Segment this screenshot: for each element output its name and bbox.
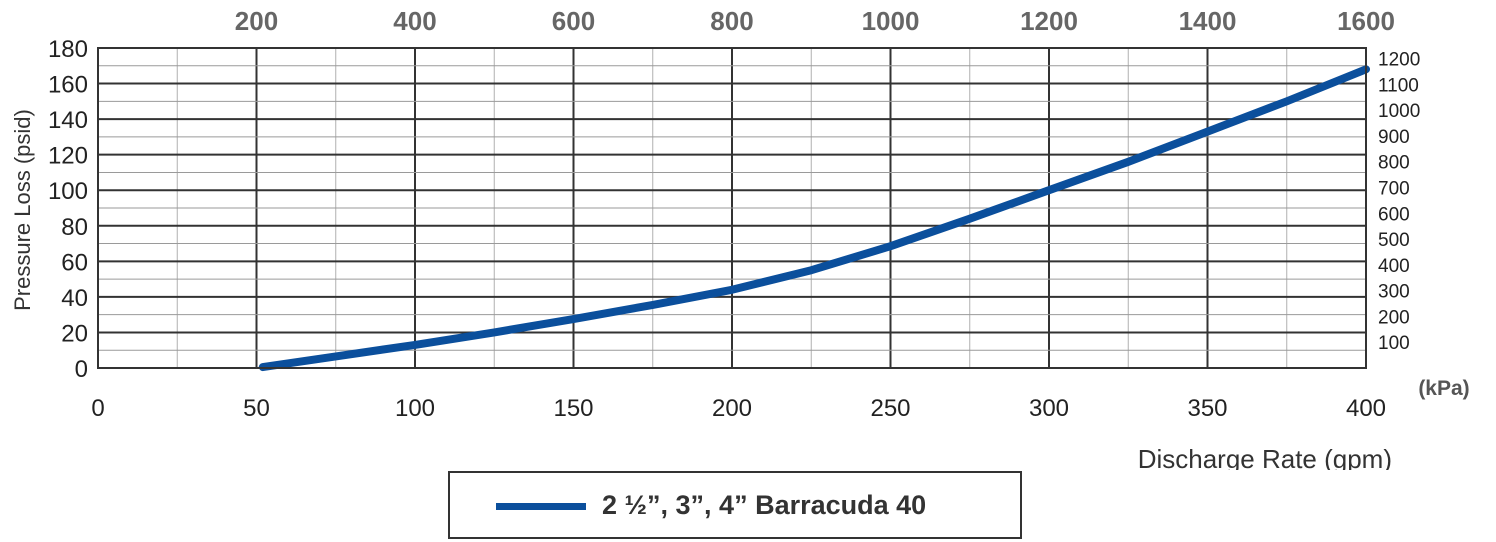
legend-swatch — [496, 503, 586, 510]
series-lines — [258, 65, 1370, 372]
x-tick-label: 400 — [1346, 395, 1386, 422]
right-tick-label: 200 — [1378, 307, 1410, 328]
x-tick-label: 100 — [395, 395, 435, 422]
legend: 2 ½”, 3”, 4” Barracuda 40 — [448, 471, 1022, 539]
top-tick-label: 200 — [235, 6, 278, 36]
tick-labels: 0 50 100 150 200 250 300 350 400 0 20 40 60 80 100 120 1… — [48, 6, 1420, 422]
y-tick-label: 140 — [48, 107, 88, 134]
top-tick-label: 600 — [552, 6, 595, 36]
legend-label: 2 ½”, 3”, 4” Barracuda 40 — [602, 490, 927, 520]
x-tick-label: 200 — [712, 395, 752, 422]
x-tick-label: 150 — [553, 395, 593, 422]
top-tick-label: 800 — [710, 6, 753, 36]
right-axis-unit: (kPa) — [1418, 377, 1469, 400]
y-tick-label: 60 — [61, 249, 88, 276]
y-tick-label: 160 — [48, 72, 88, 99]
pressure-loss-chart: 0 50 100 150 200 250 300 350 400 0 20 40 60 80 100 120 1… — [10, 6, 1470, 470]
x-tick-label: 0 — [91, 395, 104, 422]
y-axis-title: Pressure Loss (psid) — [10, 109, 35, 311]
grid — [98, 48, 1366, 368]
right-tick-label: 1100 — [1378, 75, 1419, 96]
top-tick-label: 400 — [393, 6, 436, 36]
x-tick-label: 250 — [870, 395, 910, 422]
y-tick-label: 120 — [48, 143, 88, 170]
y-tick-label: 100 — [48, 178, 88, 205]
right-tick-label: 900 — [1378, 127, 1410, 148]
plot-frame — [97, 47, 1367, 369]
y-tick-label: 20 — [61, 320, 88, 347]
right-tick-label: 1200 — [1378, 50, 1420, 71]
y-tick-label: 0 — [75, 356, 88, 383]
right-tick-label: 500 — [1378, 230, 1410, 251]
y-tick-label: 180 — [48, 36, 88, 63]
y-tick-label: 40 — [61, 285, 88, 312]
series-line — [258, 65, 1370, 372]
x-tick-label: 350 — [1187, 395, 1227, 422]
y-tick-label: 80 — [61, 214, 88, 241]
right-tick-label: 100 — [1378, 333, 1410, 354]
right-tick-label: 700 — [1378, 179, 1410, 200]
x-axis-title: Discharge Rate (gpm) — [1138, 444, 1392, 470]
right-tick-label: 300 — [1378, 282, 1410, 303]
top-tick-label: 1400 — [1179, 6, 1237, 36]
top-tick-label: 1000 — [862, 6, 920, 36]
x-tick-label: 300 — [1029, 395, 1069, 422]
right-tick-label: 600 — [1378, 204, 1410, 225]
right-tick-label: 1000 — [1378, 101, 1420, 122]
top-tick-label: 1600 — [1337, 6, 1395, 36]
x-tick-label: 50 — [243, 395, 270, 422]
top-tick-label: 1200 — [1020, 6, 1078, 36]
right-tick-label: 400 — [1378, 256, 1410, 277]
right-tick-label: 800 — [1378, 153, 1410, 174]
